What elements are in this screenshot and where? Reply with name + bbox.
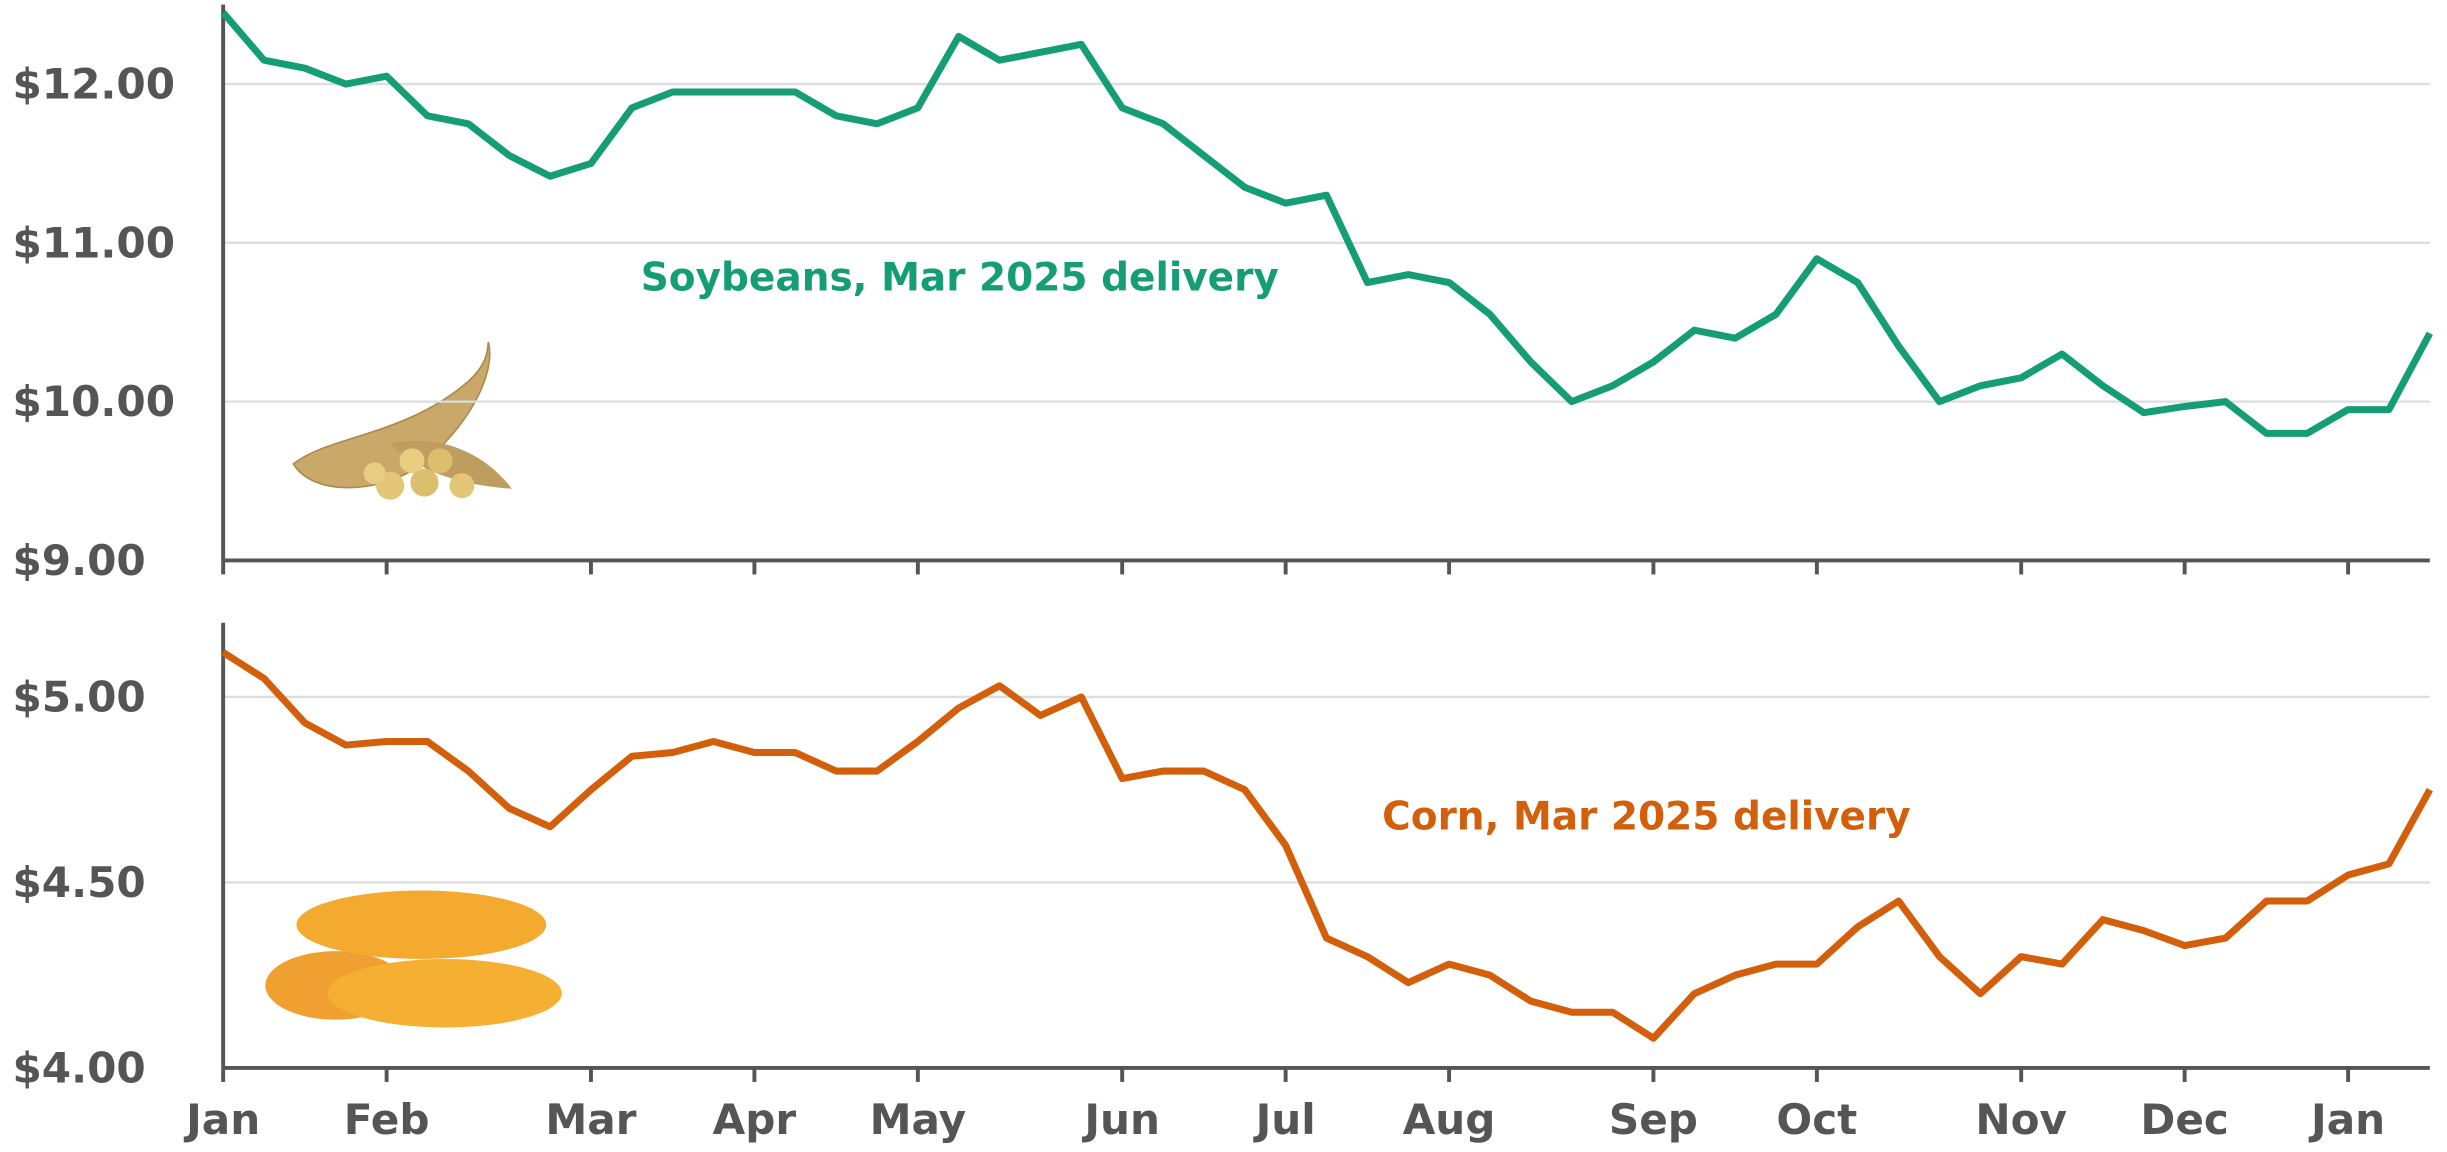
corn-icon <box>265 890 562 1028</box>
y-tick-label: $12.00 <box>12 60 175 109</box>
y-tick-label: $10.00 <box>12 377 175 426</box>
y-tick-label: $9.00 <box>12 536 145 585</box>
x-tick-label: Feb <box>344 1095 430 1144</box>
price-line <box>221 649 2433 1042</box>
x-tick-label: May <box>870 1095 967 1144</box>
x-tick-label: Jul <box>1253 1095 1316 1144</box>
line-annotation: Corn, Mar 2025 delivery <box>1382 794 1911 839</box>
x-tick-label: Jun <box>1081 1095 1160 1144</box>
x-tick-label: Jan <box>2308 1095 2385 1144</box>
x-tick-label: Sep <box>1609 1095 1698 1144</box>
x-tick-label: Jan <box>183 1095 260 1144</box>
price-line <box>220 10 2433 437</box>
x-tick-label: Oct <box>1776 1095 1857 1144</box>
line-annotation: Soybeans, Mar 2025 delivery <box>641 256 1279 301</box>
y-tick-label: $4.00 <box>12 1044 145 1093</box>
x-tick-label: Apr <box>713 1095 797 1144</box>
x-tick-label: Nov <box>1975 1095 2067 1144</box>
y-tick-label: $11.00 <box>12 219 175 268</box>
x-tick-label: Aug <box>1403 1095 1496 1144</box>
x-tick-label: Mar <box>545 1095 636 1144</box>
y-tick-label: $4.50 <box>12 858 145 907</box>
soybean-icon <box>292 341 512 500</box>
y-tick-label: $5.00 <box>12 673 145 722</box>
x-tick-label: Dec <box>2140 1095 2229 1144</box>
